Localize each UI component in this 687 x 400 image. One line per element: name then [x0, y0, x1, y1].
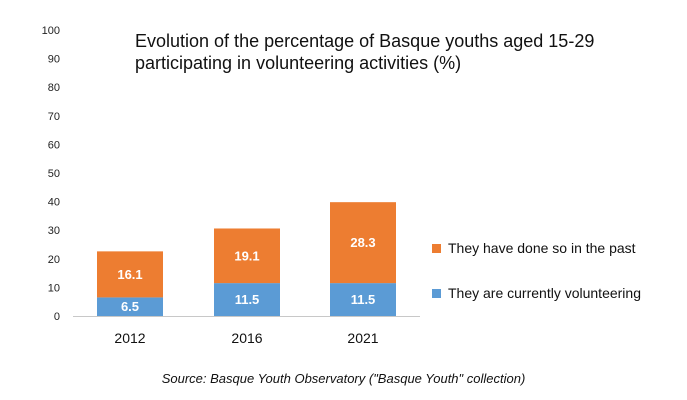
y-tick-label-30: 30 — [48, 225, 60, 237]
y-tick-label-100: 100 — [42, 25, 60, 37]
y-tick-label-60: 60 — [48, 139, 60, 151]
bar-2021-series-0 — [330, 283, 396, 316]
data-label-2012-series-1: 16.1 — [117, 267, 142, 282]
y-tick-label-90: 90 — [48, 54, 60, 66]
legend-swatch-current — [432, 288, 441, 298]
data-label-2016-series-0: 11.5 — [235, 292, 260, 307]
y-tick-label-50: 50 — [48, 168, 60, 180]
y-tick-label-0: 0 — [54, 311, 60, 323]
legend-swatch-past — [432, 243, 441, 253]
bar-2012-series-0 — [97, 297, 163, 316]
bar-2016-series-1 — [214, 228, 280, 284]
data-label-2016-series-1: 19.1 — [234, 248, 259, 263]
bar-2016-series-0 — [214, 283, 280, 316]
chart-title: Evolution of the percentage of Basque yo… — [135, 30, 655, 74]
legend-label-current: They are currently volunteering — [448, 285, 641, 301]
bar-2012-series-1 — [97, 251, 163, 298]
x-tick-label-2012: 2012 — [114, 330, 145, 346]
y-tick-label-40: 40 — [48, 197, 60, 209]
chart-source-note: Source: Basque Youth Observatory ("Basqu… — [161, 371, 526, 386]
y-tick-label-70: 70 — [48, 111, 60, 123]
chart-legend: They have done so in the past They are c… — [432, 238, 641, 328]
data-label-2021-series-0: 11.5 — [351, 292, 376, 307]
data-label-2021-series-1: 28.3 — [350, 235, 375, 250]
x-tick-label-2021: 2021 — [347, 330, 378, 346]
data-label-2012-series-0: 6.5 — [121, 299, 139, 314]
chart-title-line-1: Evolution of the percentage of Basque yo… — [135, 31, 595, 51]
y-tick-label-80: 80 — [48, 82, 60, 94]
x-tick-label-2016: 2016 — [231, 330, 262, 346]
y-tick-label-20: 20 — [48, 254, 60, 266]
legend-label-past: They have done so in the past — [448, 240, 636, 256]
legend-item-current: They are currently volunteering — [432, 283, 641, 303]
legend-item-past: They have done so in the past — [432, 238, 641, 258]
bar-2021-series-1 — [330, 202, 396, 284]
chart-title-line-2: participating in volunteering activities… — [135, 53, 462, 73]
y-tick-label-10: 10 — [48, 282, 60, 294]
